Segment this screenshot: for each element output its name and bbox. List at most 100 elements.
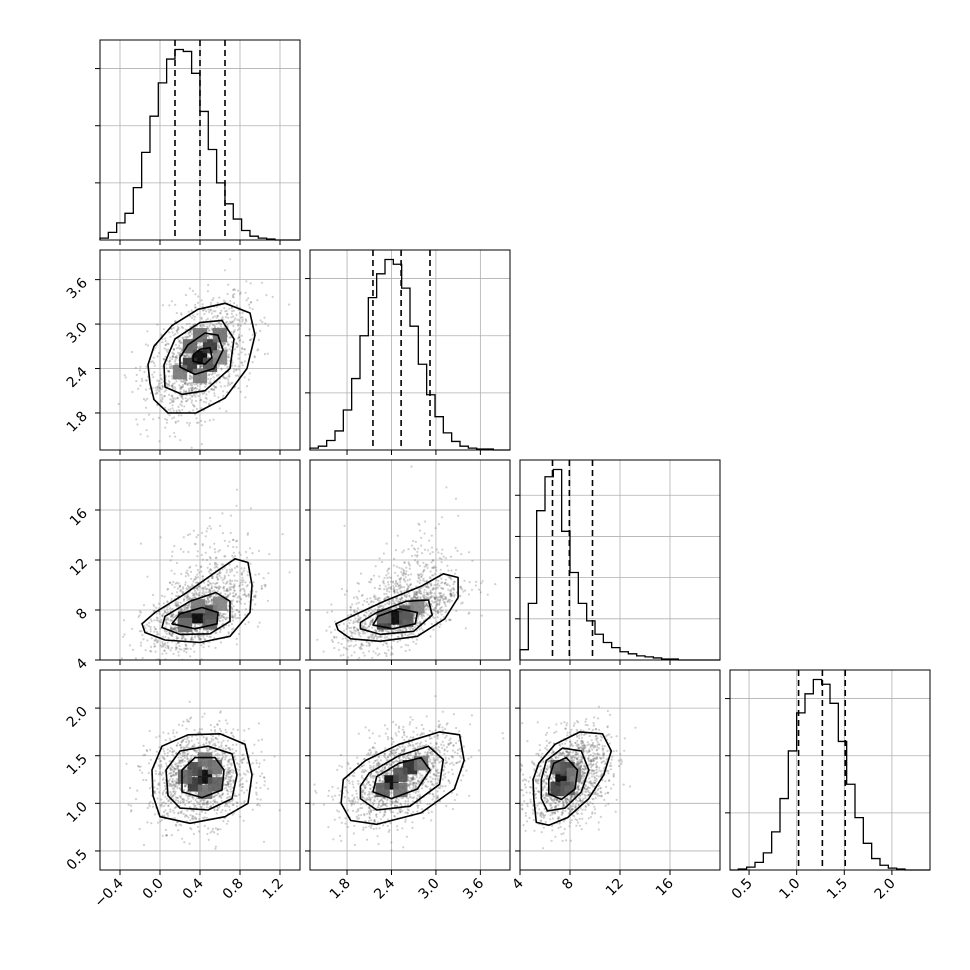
sample-point xyxy=(175,409,178,412)
sample-point xyxy=(372,600,375,604)
sample-point xyxy=(243,593,246,597)
sample-point xyxy=(193,643,196,646)
sample-point xyxy=(475,580,478,584)
sample-point xyxy=(221,757,224,760)
sample-point xyxy=(405,570,408,573)
sample-point xyxy=(447,598,450,602)
sample-point xyxy=(208,596,211,599)
sample-point xyxy=(430,534,433,537)
sample-point xyxy=(183,647,186,650)
sample-point xyxy=(183,608,187,611)
sample-point xyxy=(173,735,176,738)
sample-point xyxy=(186,755,189,759)
sample-point xyxy=(346,639,349,642)
sample-point xyxy=(184,595,187,598)
sample-point xyxy=(429,596,432,599)
sample-point xyxy=(419,612,422,616)
sample-point xyxy=(171,555,174,558)
sample-point xyxy=(231,771,235,774)
sample-point xyxy=(163,642,166,645)
sample-point xyxy=(384,585,387,588)
sample-point xyxy=(123,619,126,622)
sample-point xyxy=(197,295,200,298)
sample-point xyxy=(175,380,178,383)
sample-point xyxy=(191,754,194,757)
sample-point xyxy=(181,590,184,593)
sample-point xyxy=(185,400,188,403)
sample-point xyxy=(167,379,170,382)
sample-point xyxy=(161,386,164,389)
sample-point xyxy=(221,753,224,756)
sample-point xyxy=(238,613,241,617)
sample-point xyxy=(220,758,223,761)
sample-point xyxy=(224,346,227,349)
sample-point xyxy=(180,637,183,640)
sample-point xyxy=(229,762,232,765)
sample-point xyxy=(437,582,440,585)
sample-point xyxy=(408,564,411,567)
sample-point xyxy=(189,814,192,817)
sample-point xyxy=(184,647,187,651)
sample-point xyxy=(240,588,243,591)
sample-point xyxy=(350,632,354,635)
sample-point xyxy=(418,591,421,595)
sample-point xyxy=(438,608,441,611)
sample-point xyxy=(207,630,210,633)
sample-point xyxy=(241,364,244,367)
sample-point xyxy=(233,755,236,758)
sample-point xyxy=(417,615,420,618)
density-cell xyxy=(410,599,425,614)
sample-point xyxy=(257,549,261,553)
sample-point xyxy=(237,387,240,390)
sample-point xyxy=(163,394,166,398)
sample-point xyxy=(408,648,411,652)
sample-point xyxy=(222,613,225,616)
sample-point xyxy=(388,576,391,579)
sample-point xyxy=(352,645,355,648)
sample-point xyxy=(387,630,390,633)
sample-point xyxy=(196,313,199,316)
sample-point xyxy=(215,374,219,377)
sample-point xyxy=(186,584,189,588)
sample-point xyxy=(169,367,172,370)
sample-point xyxy=(199,365,202,368)
sample-point xyxy=(229,321,232,324)
sample-point xyxy=(177,328,180,331)
sample-point xyxy=(221,616,225,619)
sample-point xyxy=(190,757,193,760)
sample-point xyxy=(154,792,157,795)
sample-point xyxy=(230,307,233,310)
sample-point xyxy=(241,311,244,315)
sample-point xyxy=(209,747,212,750)
sample-point xyxy=(166,600,169,603)
sample-point xyxy=(238,335,241,339)
sample-point xyxy=(209,380,212,383)
sample-point xyxy=(171,550,174,553)
sample-point xyxy=(192,810,195,813)
sample-point xyxy=(185,651,188,654)
sample-point xyxy=(255,323,258,326)
sample-point xyxy=(189,565,192,569)
sample-point xyxy=(224,316,227,319)
sample-point xyxy=(160,393,163,397)
sample-point xyxy=(439,606,442,610)
sample-point xyxy=(448,601,451,604)
sample-point xyxy=(180,313,183,316)
sample-point xyxy=(339,654,342,657)
sample-point xyxy=(169,625,172,628)
sample-point xyxy=(182,550,185,554)
sample-point xyxy=(430,595,433,598)
sample-point xyxy=(165,383,168,386)
sample-point xyxy=(164,406,167,409)
sample-point xyxy=(156,355,159,358)
sample-point xyxy=(330,631,333,634)
sample-point xyxy=(219,612,222,615)
sample-point xyxy=(231,295,234,298)
sample-point xyxy=(433,565,436,568)
sample-point xyxy=(398,584,401,587)
sample-point xyxy=(402,572,405,575)
sample-point xyxy=(417,621,420,625)
sample-point xyxy=(211,577,214,580)
sample-point xyxy=(191,289,194,292)
sample-point xyxy=(167,617,170,620)
